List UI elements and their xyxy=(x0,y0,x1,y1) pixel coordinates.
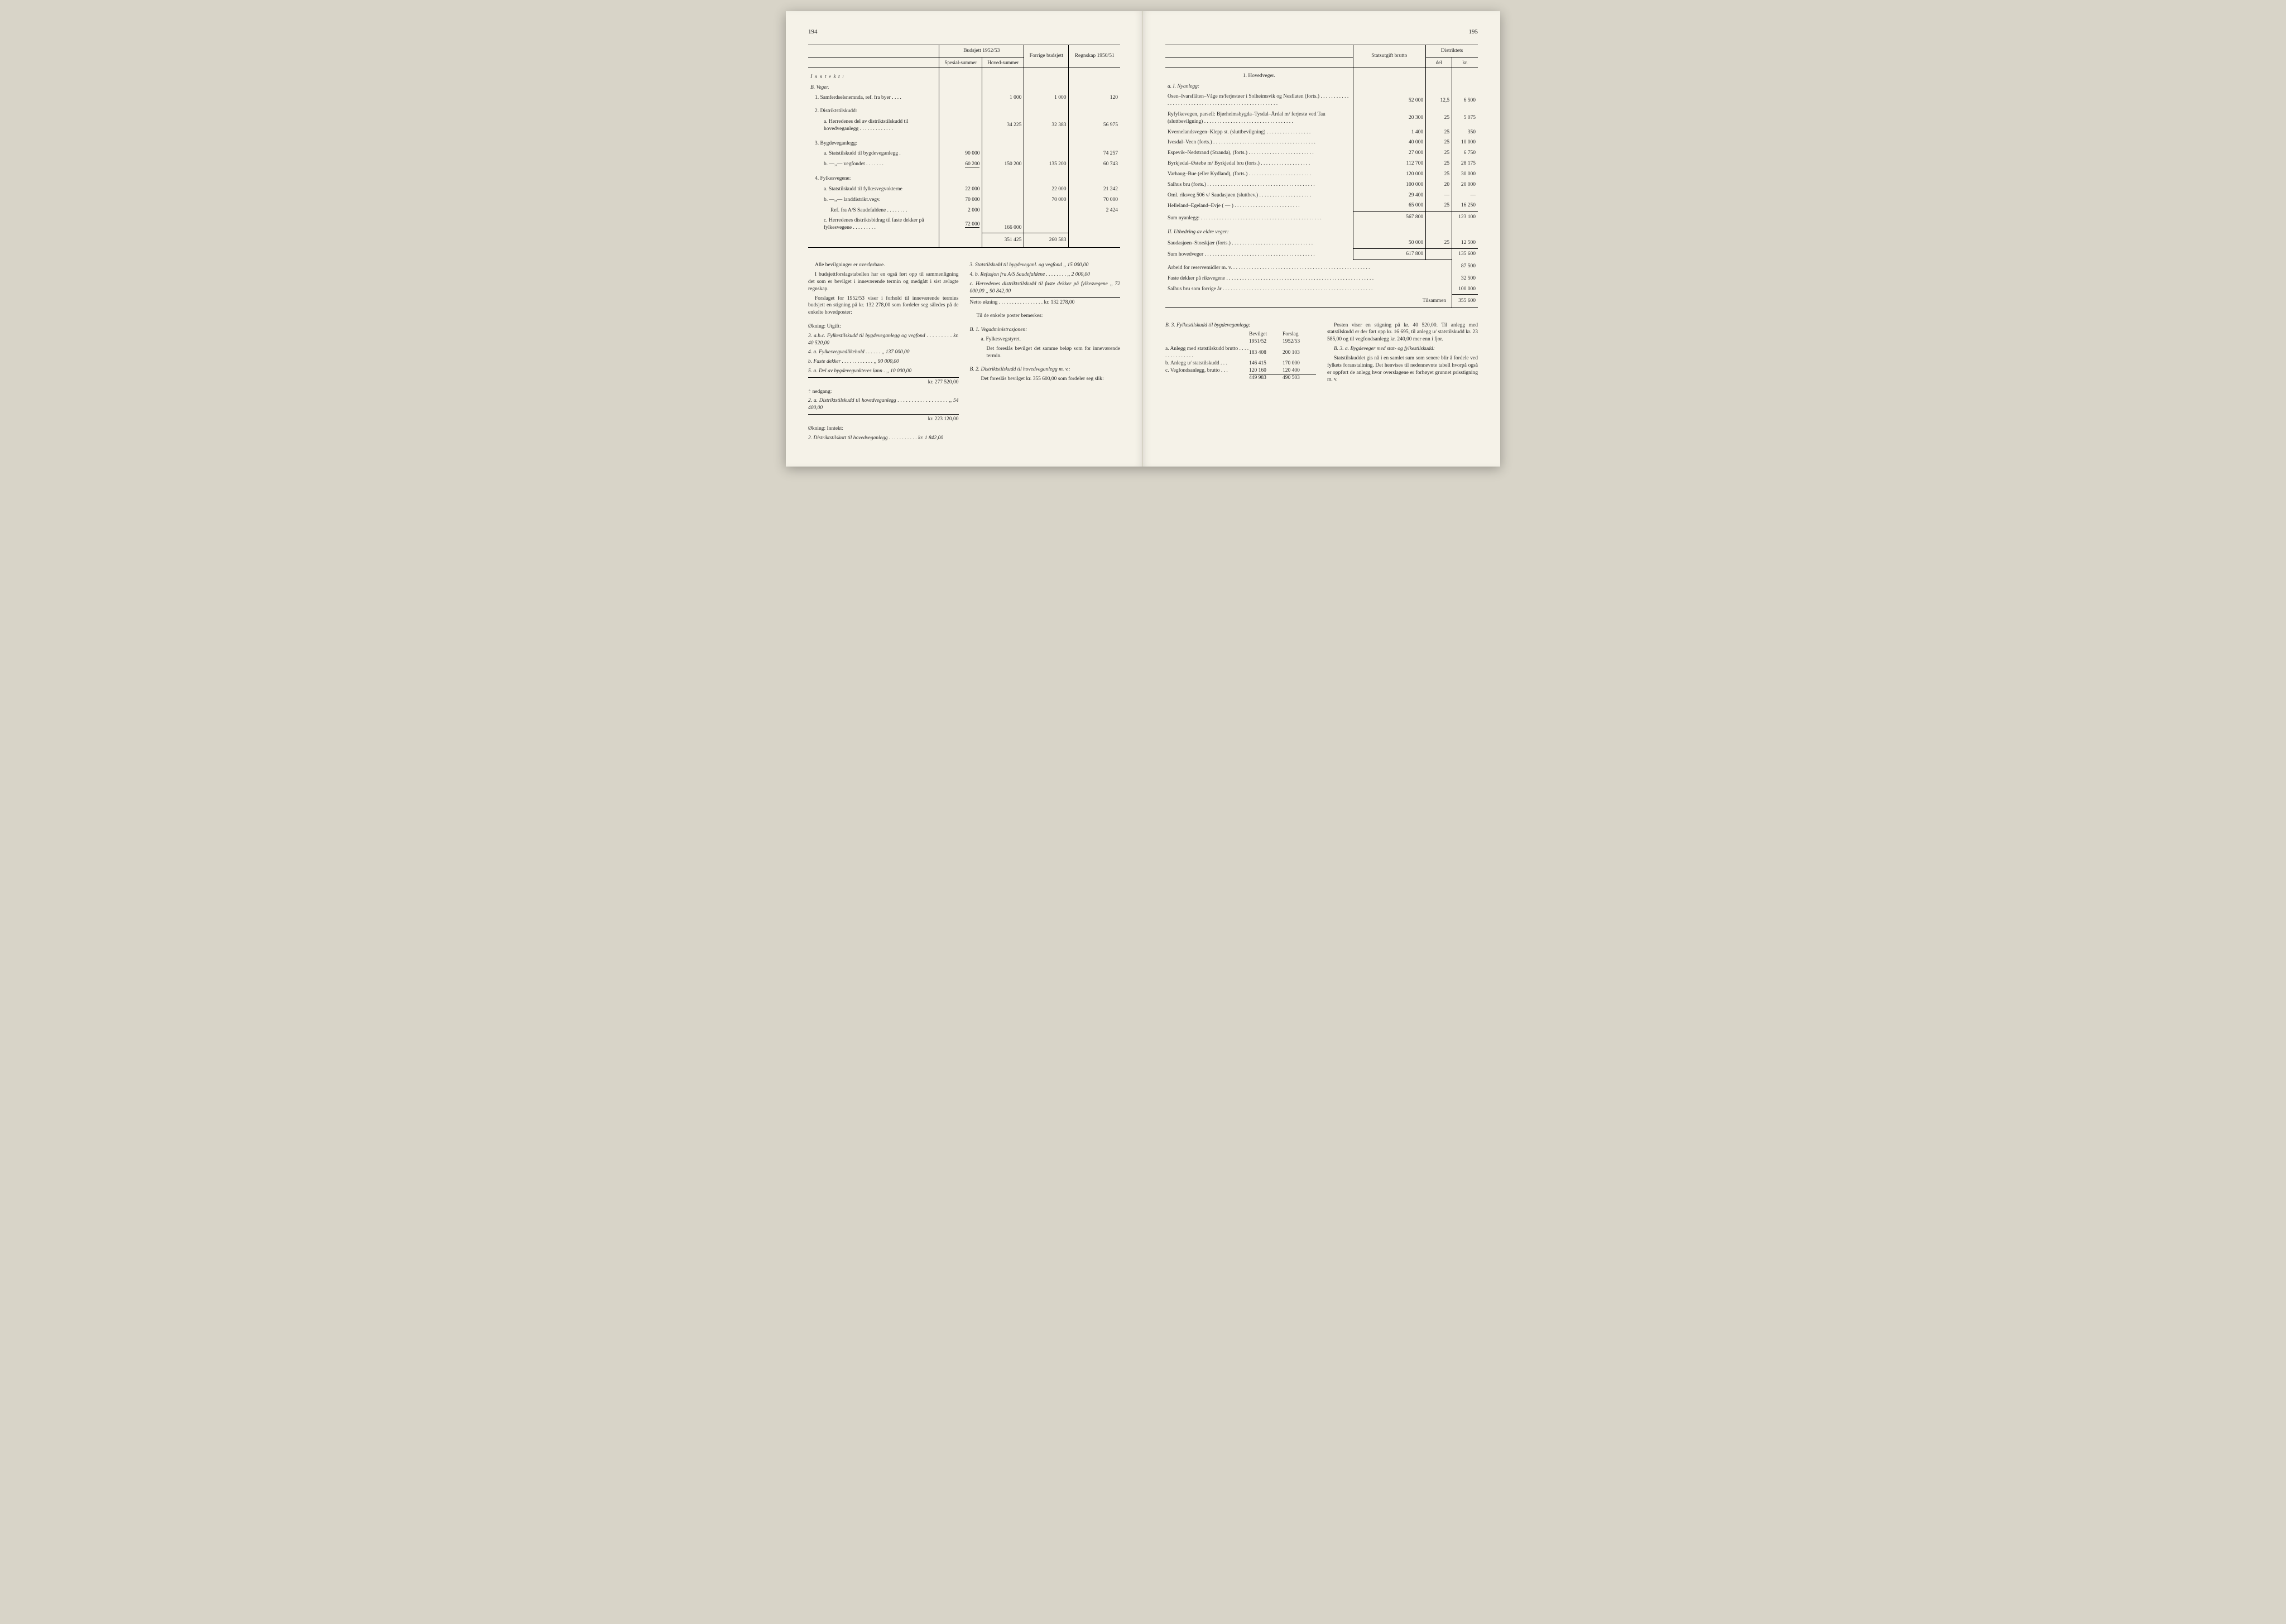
list-item: 2. a. Distriktstilskudd til hovedveganle… xyxy=(808,397,959,412)
sub-heading: a. I. Nyanlegg: xyxy=(1165,81,1353,92)
para: Alle bevilgninger er overførbare. xyxy=(808,262,959,269)
table-row: 3. Bygdeveganlegg: xyxy=(808,134,1120,149)
left-budget-table: Budsjett 1952/53 Forrige budsjett Regnsk… xyxy=(808,45,1120,248)
table-row: Kvernelandsvegen–Klepp st. (sluttbevilgn… xyxy=(1165,127,1478,138)
table-row: a. Anlegg med statstilskudd brutto . . .… xyxy=(1165,345,1316,360)
netto-line: Netto økning . . . . . . . . . . . . . .… xyxy=(970,297,1121,306)
sub-heading: B. 3. a. Bygdeveger med stat- og fylkest… xyxy=(1327,345,1478,353)
table-row-total: 351 425 260 583 xyxy=(808,233,1120,248)
sub-heading: Økning: Inntekt: xyxy=(808,425,959,433)
book-spread: 194 Budsjett 1952/53 Forrige budsjett Re… xyxy=(786,11,1500,467)
table-row: b. —,,— vegfondet . . . . . . . 60 200 1… xyxy=(808,159,1120,170)
sum: kr. 223 120,00 xyxy=(808,414,959,423)
table-row: Salhus bru (forts.) . . . . . . . . . . … xyxy=(1165,180,1478,190)
section-heading: 1. Hovedveger. xyxy=(1165,68,1353,81)
sub-heading: ÷ nedgang: xyxy=(808,388,959,396)
sub-heading: II. Utbedring av eldre veger: xyxy=(1165,223,1353,238)
para: Til de enkelte poster bemerkes: xyxy=(970,313,1121,320)
para: Det foreslås bevilget kr. 355 600,00 som… xyxy=(970,376,1121,383)
para: Det foreslås bevilget det samme beløp so… xyxy=(970,345,1121,360)
table-row: b. Anlegg u/ statstilskudd . . .146 4151… xyxy=(1165,360,1316,367)
table-row: Osen–Ivarsflåten–Våge m/ferjestøer i Sol… xyxy=(1165,92,1478,109)
col-distrikt: Distriktets xyxy=(1426,45,1478,57)
sum-row: Sum hovedveger . . . . . . . . . . . . .… xyxy=(1165,249,1478,260)
table-row: Byrkjedal–Østebø m/ Byrkjedal bru (forts… xyxy=(1165,158,1478,169)
col-spesial: Spesial-summer xyxy=(939,57,982,68)
table-row: Varhaug–Bue (eller Kydland), (forts.) . … xyxy=(1165,169,1478,180)
table-row: a. Statstilskudd til bygdeveganlegg . 90… xyxy=(808,148,1120,159)
table-row: Arbeid for reservemidler m. v. . . . . .… xyxy=(1165,260,1478,273)
list-item: b. Faste dekker . . . . . . . . . . . . … xyxy=(808,358,959,366)
sum-row: 449 983490 503 xyxy=(1165,374,1316,382)
list-item: 3. Statstilskudd til bygdeveganl. og veg… xyxy=(970,262,1121,269)
list-item: 4. b. Refusjon fra A/S Saudefaldene . . … xyxy=(970,271,1121,278)
sum: kr. 277 520,00 xyxy=(808,377,959,386)
table-row: c. Vegfondsanlegg, brutto . . .120 16012… xyxy=(1165,367,1316,374)
list-item: c. Herredenes distriktstilskudd til fast… xyxy=(970,281,1121,295)
col-regnskap: Regnskap 1950/51 xyxy=(1069,45,1120,68)
list-item: 4. a. Fylkesvegvedlikehold . . . . . . ,… xyxy=(808,349,959,356)
table-row: 4. Fylkesvegene: xyxy=(808,170,1120,184)
table-row: 1. Samferdselsnemnda, ref. fra byer . . … xyxy=(808,93,1120,103)
para: Posten viser en stigning på kr. 40 520,0… xyxy=(1327,322,1478,343)
table-row: Saudasjøen–Storskjær (forts.) . . . . . … xyxy=(1165,238,1478,248)
right-budget-table: Statsutgift brutto Distriktets del kr. 1… xyxy=(1165,45,1478,308)
table-row: a. Herredenes del av distriktstilskudd t… xyxy=(808,117,1120,134)
col-forrige: Forrige budsjett xyxy=(1024,45,1069,68)
col-hdr: Bevilget 1951/52 xyxy=(1249,331,1283,345)
col-hoved: Hoved-summer xyxy=(982,57,1024,68)
table-row: Espevik–Nedstrand (Stranda), (forts.) . … xyxy=(1165,148,1478,158)
table-row: Oml. riksveg 506 v/ Saudasjøen (sluttbev… xyxy=(1165,190,1478,201)
col-del: del xyxy=(1426,57,1452,68)
table-row: c. Herredenes distriktsbidrag til faste … xyxy=(808,215,1120,233)
para: Statstilskuddet gis nå i en samlet sum s… xyxy=(1327,355,1478,383)
list-item: 3. a.b.c. Fylkestilskudd til bygdeveganl… xyxy=(808,333,959,347)
table-row: Ref. fra A/S Saudefaldene . . . . . . . … xyxy=(808,205,1120,216)
total-row: Tilsammen355 600 xyxy=(1165,295,1478,307)
col-hdr: Forslag 1952/53 xyxy=(1283,331,1316,345)
table-row: a. Statstilskudd til fylkesvegvokterne 2… xyxy=(808,184,1120,195)
sum-row: Sum nyanlegg: . . . . . . . . . . . . . … xyxy=(1165,212,1478,224)
para: a. Fylkesvegstyret. xyxy=(970,336,1121,343)
page-number-left: 194 xyxy=(808,28,1120,36)
page-number-right: 195 xyxy=(1165,28,1478,36)
table-row: 2. Distriktstilskudd: xyxy=(808,103,1120,117)
table-row: b. —,,— landdistrikt.vegv. 70 000 70 000… xyxy=(808,195,1120,205)
sub-heading: B. 1. Vegadministrasjonen: xyxy=(970,326,1121,334)
right-notes: B. 3. Fylkestilskudd til bygdeveganlegg:… xyxy=(1165,322,1478,386)
table-row: Salhus bru som forrige år . . . . . . . … xyxy=(1165,284,1478,295)
table-row: Faste dekker på riksvegene . . . . . . .… xyxy=(1165,273,1478,284)
list-item: 2. Distriktstilskott til hovedveganlegg … xyxy=(808,435,959,442)
sub-heading: B. 2. Distriktstilskudd til hovedveganle… xyxy=(970,366,1121,373)
col-stats: Statsutgift brutto xyxy=(1353,45,1426,68)
col-kr: kr. xyxy=(1452,57,1478,68)
list-item: 5. a. Del av bygdevegvokteres lønn . ,, … xyxy=(808,368,959,375)
col-budget: Budsjett 1952/53 xyxy=(939,45,1024,57)
left-notes: Alle bevilgninger er overførbare. I buds… xyxy=(808,262,1120,444)
inntekt-heading: I n n t e k t : xyxy=(810,74,844,80)
table-row: Ivesdal–Veen (forts.) . . . . . . . . . … xyxy=(1165,137,1478,148)
para: I budsjettforslagstabellen har en også f… xyxy=(808,271,959,292)
para: Forslaget for 1952/53 viser i forhold ti… xyxy=(808,295,959,316)
sub-heading: Økning: Utgift: xyxy=(808,323,959,330)
table-row: Ryfylkevegen, parsell: Bjørheimsbygda–Ty… xyxy=(1165,109,1478,127)
right-page: 195 Statsutgift brutto Distriktets del k… xyxy=(1143,11,1500,467)
table-row: Helleland–Egeland–Evje ( — ) . . . . . .… xyxy=(1165,200,1478,211)
sub-heading: B. 3. Fylkestilskudd til bygdeveganlegg: xyxy=(1165,322,1316,329)
left-page: 194 Budsjett 1952/53 Forrige budsjett Re… xyxy=(786,11,1143,467)
b-veger-heading: B. Veger. xyxy=(808,83,939,93)
